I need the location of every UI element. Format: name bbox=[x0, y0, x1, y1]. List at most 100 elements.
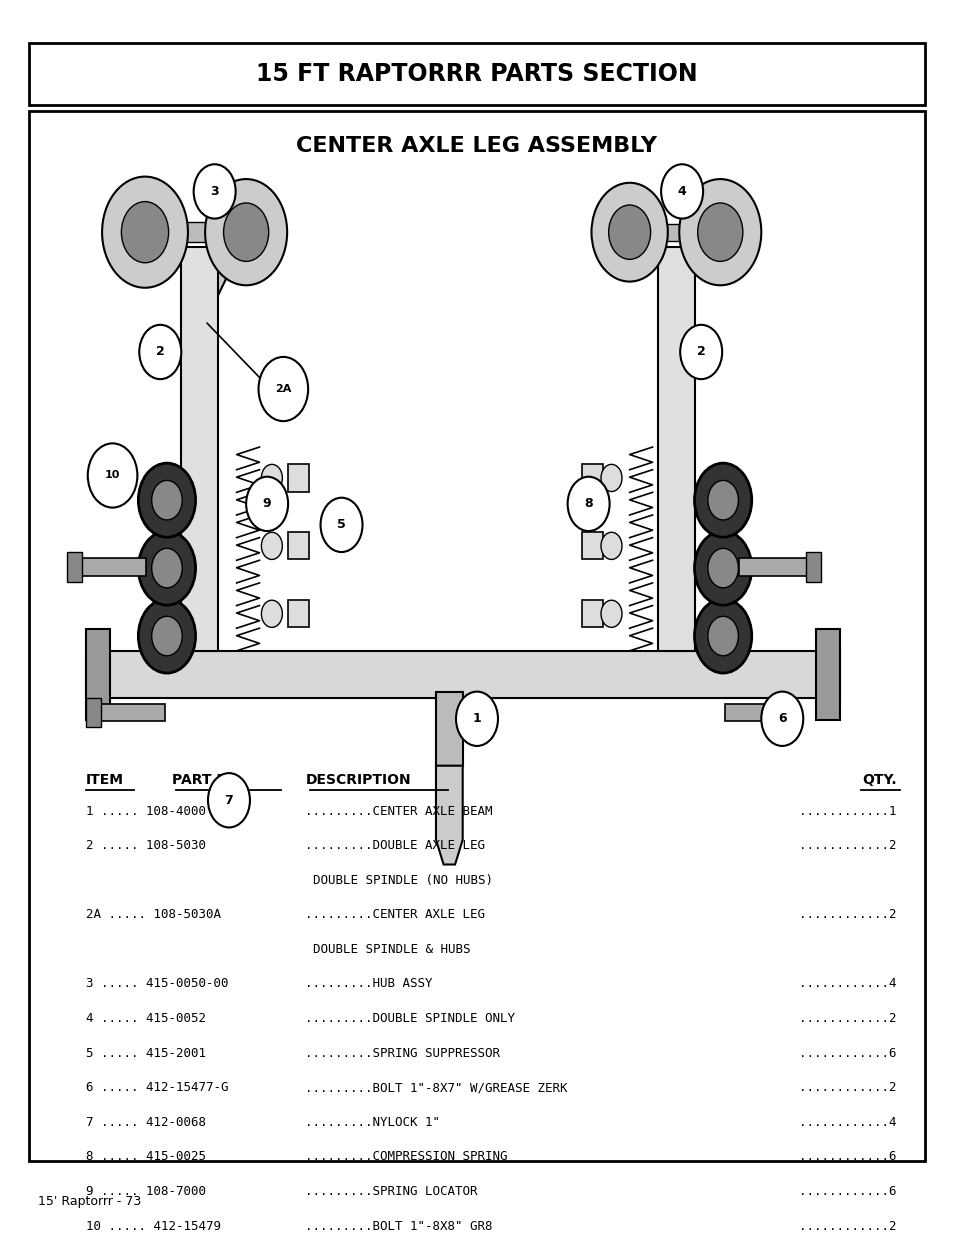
Bar bbox=[658, 247, 694, 651]
Text: 7: 7 bbox=[224, 794, 233, 806]
Circle shape bbox=[138, 599, 195, 673]
Circle shape bbox=[208, 773, 250, 827]
Circle shape bbox=[679, 325, 721, 379]
Text: 3 ..... 415-0050-00: 3 ..... 415-0050-00 bbox=[86, 977, 228, 990]
Text: 2A: 2A bbox=[274, 384, 292, 394]
Circle shape bbox=[261, 532, 282, 559]
Text: ............2: ............2 bbox=[799, 1219, 896, 1233]
Text: CENTER AXLE LEG ASSEMBLY: CENTER AXLE LEG ASSEMBLY bbox=[296, 136, 657, 156]
Bar bbox=[288, 532, 309, 559]
Polygon shape bbox=[181, 210, 259, 296]
Text: PART NO.: PART NO. bbox=[172, 773, 244, 787]
Circle shape bbox=[152, 480, 182, 520]
Bar bbox=[815, 629, 839, 720]
Text: 5: 5 bbox=[336, 519, 346, 531]
Bar bbox=[739, 558, 813, 576]
Text: .........DOUBLE SPINDLE ONLY: .........DOUBLE SPINDLE ONLY bbox=[305, 1011, 515, 1025]
Bar bbox=[145, 222, 246, 242]
Circle shape bbox=[320, 498, 362, 552]
Text: .........SPRING SUPPRESSOR: .........SPRING SUPPRESSOR bbox=[305, 1046, 499, 1060]
Text: DOUBLE SPINDLE & HUBS: DOUBLE SPINDLE & HUBS bbox=[313, 942, 470, 956]
Text: DOUBLE SPINDLE (NO HUBS): DOUBLE SPINDLE (NO HUBS) bbox=[313, 873, 493, 887]
Text: ............6: ............6 bbox=[799, 1046, 896, 1060]
Circle shape bbox=[258, 357, 308, 421]
Circle shape bbox=[707, 480, 738, 520]
FancyBboxPatch shape bbox=[29, 43, 924, 105]
Text: ............6: ............6 bbox=[799, 1184, 896, 1198]
Text: 9: 9 bbox=[262, 498, 272, 510]
Circle shape bbox=[707, 548, 738, 588]
Text: .........BOLT 1"-8X7" W/GREASE ZERK: .........BOLT 1"-8X7" W/GREASE ZERK bbox=[305, 1081, 567, 1094]
Text: ITEM: ITEM bbox=[86, 773, 124, 787]
Text: 10: 10 bbox=[105, 471, 120, 480]
Text: .........DOUBLE AXLE LEG: .........DOUBLE AXLE LEG bbox=[305, 839, 485, 852]
Text: 8: 8 bbox=[583, 498, 593, 510]
Text: .........CENTER AXLE BEAM: .........CENTER AXLE BEAM bbox=[305, 804, 493, 818]
Text: ............2: ............2 bbox=[799, 1011, 896, 1025]
Circle shape bbox=[591, 183, 667, 282]
Text: 4: 4 bbox=[677, 185, 686, 198]
Text: ............4: ............4 bbox=[799, 1115, 896, 1129]
Text: 8 ..... 415-0025: 8 ..... 415-0025 bbox=[86, 1150, 206, 1163]
Bar bbox=[91, 704, 165, 721]
Circle shape bbox=[694, 531, 751, 605]
Text: 6: 6 bbox=[777, 713, 786, 725]
Text: .........SPRING LOCATOR: .........SPRING LOCATOR bbox=[305, 1184, 477, 1198]
Text: 2: 2 bbox=[696, 346, 705, 358]
Text: .........BOLT 1"-8X8" GR8: .........BOLT 1"-8X8" GR8 bbox=[305, 1219, 493, 1233]
Bar bbox=[86, 651, 839, 698]
Circle shape bbox=[600, 464, 621, 492]
Bar bbox=[629, 224, 720, 241]
Text: ............4: ............4 bbox=[799, 977, 896, 990]
Circle shape bbox=[193, 164, 235, 219]
Text: .........HUB ASSY: .........HUB ASSY bbox=[305, 977, 433, 990]
Text: ............2: ............2 bbox=[799, 1081, 896, 1094]
Circle shape bbox=[138, 531, 195, 605]
Circle shape bbox=[261, 464, 282, 492]
Text: 1: 1 bbox=[472, 713, 481, 725]
Text: 10 ..... 412-15479: 10 ..... 412-15479 bbox=[86, 1219, 221, 1233]
Circle shape bbox=[138, 463, 195, 537]
Text: ............6: ............6 bbox=[799, 1150, 896, 1163]
Bar bbox=[288, 600, 309, 627]
Circle shape bbox=[600, 532, 621, 559]
Polygon shape bbox=[436, 766, 462, 864]
Text: 2: 2 bbox=[155, 346, 165, 358]
Circle shape bbox=[456, 692, 497, 746]
Text: 7 ..... 412-0068: 7 ..... 412-0068 bbox=[86, 1115, 206, 1129]
Bar bbox=[288, 464, 309, 492]
Bar bbox=[581, 600, 602, 627]
Circle shape bbox=[567, 477, 609, 531]
Circle shape bbox=[88, 443, 137, 508]
FancyBboxPatch shape bbox=[29, 111, 924, 1161]
Circle shape bbox=[121, 201, 169, 263]
Text: 3: 3 bbox=[210, 185, 219, 198]
Text: QTY.: QTY. bbox=[862, 773, 896, 787]
Bar bbox=[71, 558, 146, 576]
Text: 15 FT RAPTORRR PARTS SECTION: 15 FT RAPTORRR PARTS SECTION bbox=[256, 62, 697, 86]
Circle shape bbox=[600, 600, 621, 627]
Text: .........COMPRESSION SPRING: .........COMPRESSION SPRING bbox=[305, 1150, 507, 1163]
Text: 2 ..... 108-5030: 2 ..... 108-5030 bbox=[86, 839, 206, 852]
Text: DESCRIPTION: DESCRIPTION bbox=[305, 773, 411, 787]
Text: 2A ..... 108-5030A: 2A ..... 108-5030A bbox=[86, 908, 221, 921]
Bar bbox=[805, 552, 821, 582]
Circle shape bbox=[694, 463, 751, 537]
Circle shape bbox=[223, 203, 269, 262]
Bar bbox=[86, 629, 110, 720]
Text: ............2: ............2 bbox=[799, 839, 896, 852]
Circle shape bbox=[608, 205, 650, 259]
Bar bbox=[581, 532, 602, 559]
Circle shape bbox=[152, 548, 182, 588]
Text: 4 ..... 415-0052: 4 ..... 415-0052 bbox=[86, 1011, 206, 1025]
Bar bbox=[86, 698, 101, 727]
Text: ............2: ............2 bbox=[799, 908, 896, 921]
Text: 6 ..... 412-15477-G: 6 ..... 412-15477-G bbox=[86, 1081, 228, 1094]
Bar bbox=[181, 247, 217, 651]
Text: 15' Raptorrr - 73: 15' Raptorrr - 73 bbox=[38, 1195, 141, 1208]
Circle shape bbox=[205, 179, 287, 285]
Circle shape bbox=[707, 616, 738, 656]
Circle shape bbox=[152, 616, 182, 656]
Text: 1 ..... 108-4000: 1 ..... 108-4000 bbox=[86, 804, 206, 818]
Circle shape bbox=[760, 692, 802, 746]
